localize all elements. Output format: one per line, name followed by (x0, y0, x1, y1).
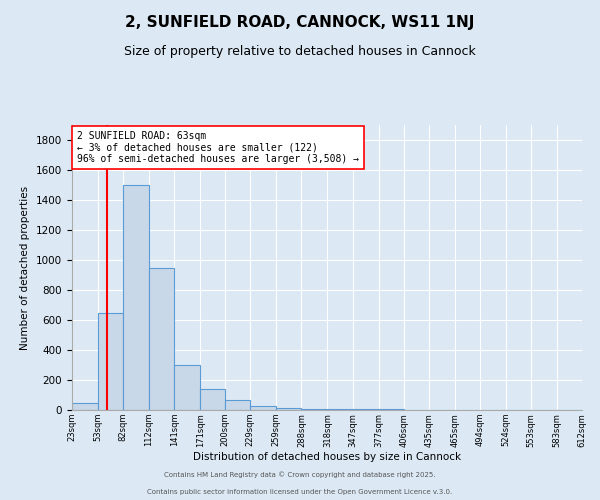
X-axis label: Distribution of detached houses by size in Cannock: Distribution of detached houses by size … (193, 452, 461, 462)
Bar (277, 408, 301, 410)
Bar (149, 268, 174, 410)
Bar (301, 408, 328, 410)
Text: Size of property relative to detached houses in Cannock: Size of property relative to detached ho… (124, 45, 476, 58)
Bar (123, 185, 149, 410)
Text: Contains public sector information licensed under the Open Government Licence v.: Contains public sector information licen… (148, 489, 452, 495)
Bar (200, 389, 225, 410)
Bar (379, 409, 404, 410)
Bar (98, 312, 123, 410)
Bar (328, 409, 353, 410)
Bar (174, 365, 200, 410)
Y-axis label: Number of detached properties: Number of detached properties (20, 186, 31, 350)
Bar (353, 409, 379, 410)
Bar (72, 402, 98, 410)
Text: Contains HM Land Registry data © Crown copyright and database right 2025.: Contains HM Land Registry data © Crown c… (164, 471, 436, 478)
Bar (250, 406, 277, 410)
Text: 2, SUNFIELD ROAD, CANNOCK, WS11 1NJ: 2, SUNFIELD ROAD, CANNOCK, WS11 1NJ (125, 15, 475, 30)
Bar (225, 400, 250, 410)
Text: 2 SUNFIELD ROAD: 63sqm
← 3% of detached houses are smaller (122)
96% of semi-det: 2 SUNFIELD ROAD: 63sqm ← 3% of detached … (77, 130, 359, 164)
